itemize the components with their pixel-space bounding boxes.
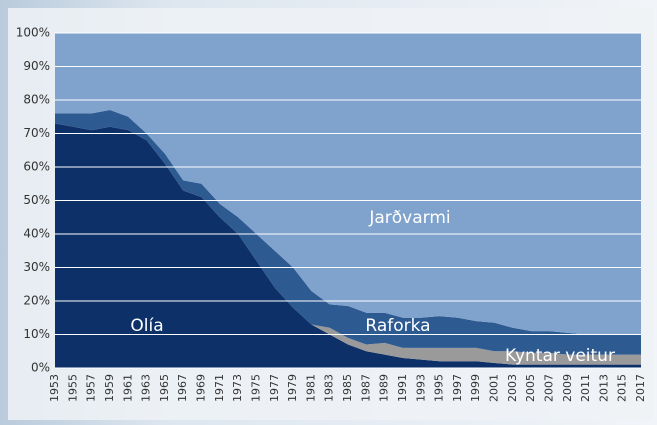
x-tick-label: 2007 xyxy=(542,374,555,402)
x-tick-label: 1999 xyxy=(469,374,482,402)
y-tick-label: 30% xyxy=(23,260,50,274)
area-label: Kyntar veitur xyxy=(505,346,615,366)
x-tick-label: 1953 xyxy=(48,374,61,402)
x-tick-label: 1957 xyxy=(85,374,98,402)
x-tick-label: 1969 xyxy=(195,374,208,402)
area-label: Olía xyxy=(130,316,163,336)
x-tick-label: 1981 xyxy=(304,374,317,402)
x-tick-label: 1971 xyxy=(213,374,226,402)
x-tick-label: 1991 xyxy=(396,374,409,402)
x-tick-label: 1975 xyxy=(249,374,262,402)
x-tick-label: 2017 xyxy=(634,374,647,402)
area xyxy=(55,123,641,368)
y-tick-label: 100% xyxy=(16,26,50,40)
x-tick-label: 2015 xyxy=(616,374,629,402)
x-tick-label: 1995 xyxy=(433,374,446,402)
y-tick-label: 0% xyxy=(31,361,50,375)
x-tick-label: 1973 xyxy=(231,374,244,402)
area-label: Jarðvarmi xyxy=(368,208,450,228)
x-tick-label: 1967 xyxy=(176,374,189,402)
x-tick-label: 1993 xyxy=(414,374,427,402)
x-tick-label: 2011 xyxy=(579,374,592,402)
x-tick-label: 2005 xyxy=(524,374,537,402)
x-tick-label: 2013 xyxy=(597,374,610,402)
x-tick-label: 1997 xyxy=(451,374,464,402)
x-tick-label: 1959 xyxy=(103,374,116,402)
x-tick-label: 1955 xyxy=(66,374,79,402)
x-tick-label: 1965 xyxy=(158,374,171,402)
y-tick-label: 70% xyxy=(23,126,50,140)
x-tick-label: 2009 xyxy=(561,374,574,402)
x-tick-label: 1985 xyxy=(341,374,354,402)
x-tick-label: 1983 xyxy=(323,374,336,402)
y-tick-label: 20% xyxy=(23,294,50,308)
x-tick-label: 2001 xyxy=(488,374,501,402)
x-tick-label: 1977 xyxy=(268,374,281,402)
x-tick-label: 1987 xyxy=(359,374,372,402)
y-tick-label: 80% xyxy=(23,93,50,107)
y-tick-label: 50% xyxy=(23,193,50,207)
area xyxy=(55,33,641,335)
y-tick-label: 40% xyxy=(23,227,50,241)
y-tick-label: 60% xyxy=(23,160,50,174)
x-tick-label: 1961 xyxy=(121,374,134,402)
x-tick-label: 1979 xyxy=(286,374,299,402)
area-label: Raforka xyxy=(365,316,430,336)
x-tick-label: 1963 xyxy=(140,374,153,402)
y-tick-label: 10% xyxy=(23,327,50,341)
x-tick-label: 2003 xyxy=(506,374,519,402)
y-tick-label: 90% xyxy=(23,59,50,73)
x-tick-label: 1989 xyxy=(378,374,391,402)
